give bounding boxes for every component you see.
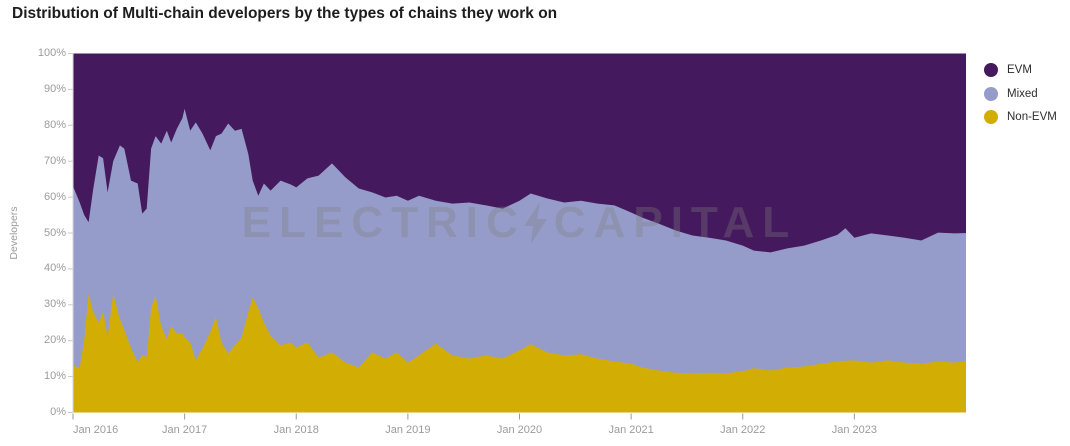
x-tick-label: Jan 2021 bbox=[608, 423, 654, 436]
x-tick-label: Jan 2016 bbox=[73, 423, 119, 436]
legend-label: Non-EVM bbox=[1007, 111, 1057, 123]
x-tick-label: Jan 2023 bbox=[831, 423, 877, 436]
chart-title: Distribution of Multi-chain developers b… bbox=[12, 5, 558, 22]
x-tick-label: Jan 2017 bbox=[161, 423, 208, 436]
y-tick-label: 30% bbox=[43, 298, 66, 311]
x-tick-label: Jan 2022 bbox=[720, 423, 766, 436]
y-tick-label: 80% bbox=[43, 118, 66, 131]
y-tick-label: 90% bbox=[43, 82, 66, 95]
y-tick-label: 10% bbox=[43, 370, 66, 383]
legend-dot-icon bbox=[984, 86, 998, 101]
legend-item-evm: EVM bbox=[984, 62, 1057, 78]
y-tick-label: 50% bbox=[43, 226, 66, 239]
legend-dot-icon bbox=[984, 110, 998, 124]
legend-item-mixed: Mixed bbox=[984, 86, 1057, 102]
y-tick-label: 40% bbox=[43, 262, 66, 275]
legend-item-non-evm: Non-EVM bbox=[984, 109, 1057, 125]
y-tick-label: 0% bbox=[50, 406, 66, 418]
x-tick-label: Jan 2020 bbox=[496, 423, 543, 436]
legend-dot-icon bbox=[984, 63, 998, 77]
x-tick-label: Jan 2018 bbox=[273, 423, 319, 436]
legend-label: EVM bbox=[1007, 64, 1032, 76]
y-tick-label: 60% bbox=[43, 190, 66, 203]
y-tick-label: 100% bbox=[37, 47, 66, 59]
area-non-evm bbox=[73, 294, 966, 413]
y-tick-label: 20% bbox=[43, 334, 66, 347]
legend: EVM Mixed Non-EVM bbox=[984, 62, 1057, 133]
legend-label: Mixed bbox=[1007, 87, 1038, 100]
x-tick-label: Jan 2019 bbox=[385, 423, 431, 436]
area-mixed bbox=[73, 108, 966, 413]
y-tick-label: 70% bbox=[43, 154, 66, 167]
